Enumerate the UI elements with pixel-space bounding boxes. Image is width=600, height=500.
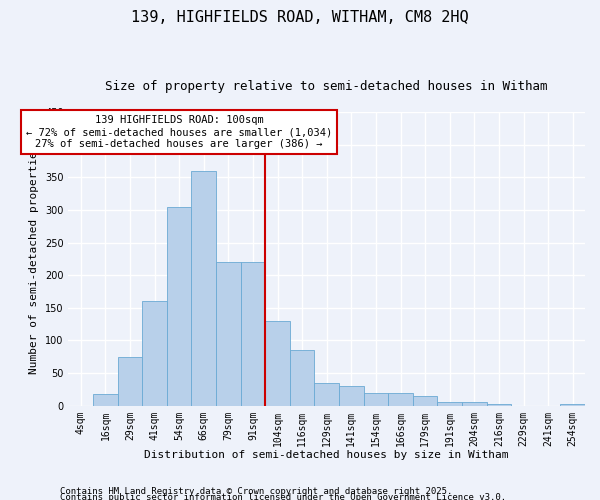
Bar bbox=[93, 394, 118, 406]
Bar bbox=[437, 402, 462, 406]
Text: 139, HIGHFIELDS ROAD, WITHAM, CM8 2HQ: 139, HIGHFIELDS ROAD, WITHAM, CM8 2HQ bbox=[131, 10, 469, 25]
Bar bbox=[413, 396, 437, 406]
Bar bbox=[216, 262, 241, 406]
Bar bbox=[241, 262, 265, 406]
Bar bbox=[142, 302, 167, 406]
X-axis label: Distribution of semi-detached houses by size in Witham: Distribution of semi-detached houses by … bbox=[145, 450, 509, 460]
Text: 139 HIGHFIELDS ROAD: 100sqm
← 72% of semi-detached houses are smaller (1,034)
27: 139 HIGHFIELDS ROAD: 100sqm ← 72% of sem… bbox=[26, 116, 332, 148]
Bar bbox=[364, 392, 388, 406]
Bar bbox=[388, 392, 413, 406]
Bar bbox=[339, 386, 364, 406]
Bar bbox=[314, 383, 339, 406]
Bar bbox=[167, 207, 191, 406]
Bar bbox=[191, 171, 216, 406]
Text: Contains public sector information licensed under the Open Government Licence v3: Contains public sector information licen… bbox=[60, 492, 506, 500]
Bar bbox=[265, 321, 290, 406]
Bar bbox=[118, 357, 142, 406]
Bar bbox=[290, 350, 314, 406]
Y-axis label: Number of semi-detached properties: Number of semi-detached properties bbox=[29, 144, 40, 374]
Text: Contains HM Land Registry data © Crown copyright and database right 2025.: Contains HM Land Registry data © Crown c… bbox=[60, 486, 452, 496]
Title: Size of property relative to semi-detached houses in Witham: Size of property relative to semi-detach… bbox=[106, 80, 548, 93]
Bar bbox=[462, 402, 487, 406]
Bar bbox=[560, 404, 585, 406]
Bar bbox=[487, 404, 511, 406]
